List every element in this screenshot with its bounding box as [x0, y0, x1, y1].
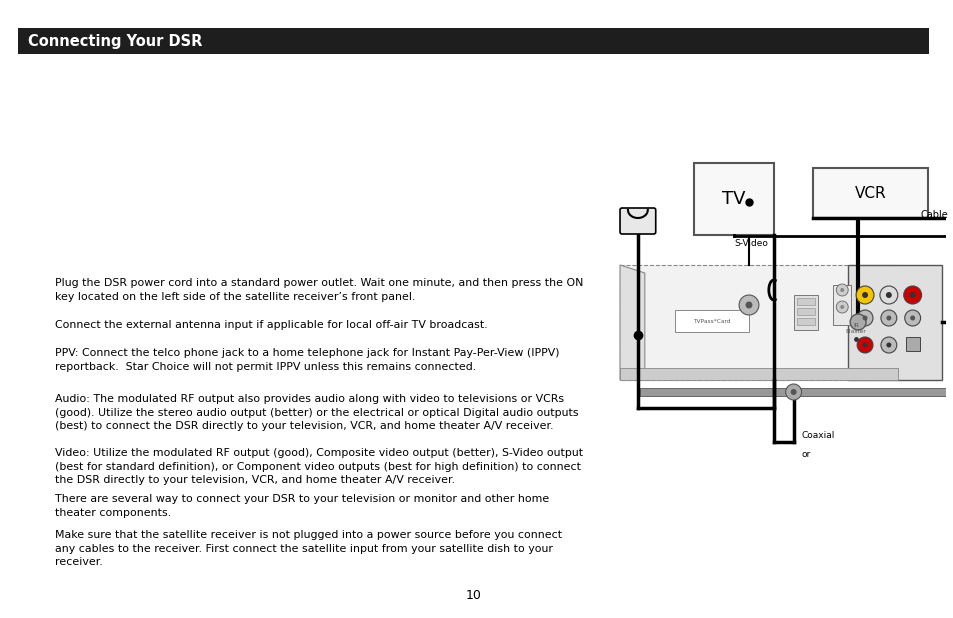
Circle shape [739, 295, 758, 315]
Circle shape [885, 292, 891, 298]
FancyBboxPatch shape [793, 295, 818, 330]
FancyBboxPatch shape [904, 337, 919, 351]
Text: Audio: The modulated RF output also provides audio along with video to televisio: Audio: The modulated RF output also prov… [54, 394, 578, 431]
FancyBboxPatch shape [694, 163, 773, 235]
Polygon shape [619, 265, 644, 380]
FancyBboxPatch shape [796, 318, 815, 325]
Circle shape [885, 316, 890, 321]
Text: VCR: VCR [854, 185, 885, 200]
Circle shape [879, 286, 897, 304]
Text: Cable: Cable [920, 210, 947, 220]
FancyBboxPatch shape [619, 368, 897, 380]
Circle shape [836, 284, 847, 296]
Circle shape [903, 310, 920, 326]
Text: TV: TV [721, 190, 745, 208]
Circle shape [862, 342, 866, 347]
Circle shape [790, 389, 796, 395]
Circle shape [840, 288, 843, 292]
FancyBboxPatch shape [796, 308, 815, 315]
Text: IR
Blaster: IR Blaster [845, 323, 865, 334]
Circle shape [885, 342, 890, 347]
FancyBboxPatch shape [619, 208, 655, 234]
Circle shape [862, 292, 867, 298]
FancyBboxPatch shape [847, 265, 942, 380]
Circle shape [855, 286, 873, 304]
Text: PPV: Connect the telco phone jack to a home telephone jack for Instant Pay-Per-V: PPV: Connect the telco phone jack to a h… [54, 348, 558, 371]
Circle shape [902, 286, 921, 304]
Circle shape [785, 384, 801, 400]
Text: Connect the external antenna input if applicable for local off-air TV broadcast.: Connect the external antenna input if ap… [54, 320, 487, 330]
Circle shape [909, 316, 914, 321]
Circle shape [744, 302, 752, 308]
Text: Connecting Your DSR: Connecting Your DSR [28, 33, 202, 48]
Circle shape [880, 310, 896, 326]
FancyBboxPatch shape [796, 298, 815, 305]
Circle shape [856, 337, 872, 353]
Text: Video: Utilize the modulated RF output (good), Composite video output (better), : Video: Utilize the modulated RF output (… [54, 448, 582, 485]
Circle shape [840, 305, 843, 309]
Circle shape [849, 314, 865, 330]
Text: TVPass*Card: TVPass*Card [692, 318, 729, 323]
Text: Coaxial: Coaxial [801, 431, 834, 440]
Text: There are several way to connect your DSR to your television or monitor and othe: There are several way to connect your DS… [54, 494, 548, 518]
Circle shape [836, 301, 847, 313]
Text: S-Video: S-Video [734, 239, 767, 248]
Text: 10: 10 [465, 589, 480, 602]
Text: or: or [801, 450, 810, 459]
Circle shape [880, 337, 896, 353]
FancyBboxPatch shape [18, 28, 927, 54]
Text: Make sure that the satellite receiver is not plugged into a power source before : Make sure that the satellite receiver is… [54, 530, 561, 567]
Circle shape [909, 292, 915, 298]
FancyBboxPatch shape [813, 168, 926, 218]
FancyBboxPatch shape [674, 310, 748, 332]
FancyBboxPatch shape [639, 388, 953, 396]
Circle shape [862, 316, 866, 321]
Text: Plug the DSR power cord into a standard power outlet. Wait one minute, and then : Plug the DSR power cord into a standard … [54, 278, 582, 302]
FancyBboxPatch shape [832, 285, 850, 325]
Circle shape [856, 310, 872, 326]
FancyBboxPatch shape [619, 265, 897, 380]
